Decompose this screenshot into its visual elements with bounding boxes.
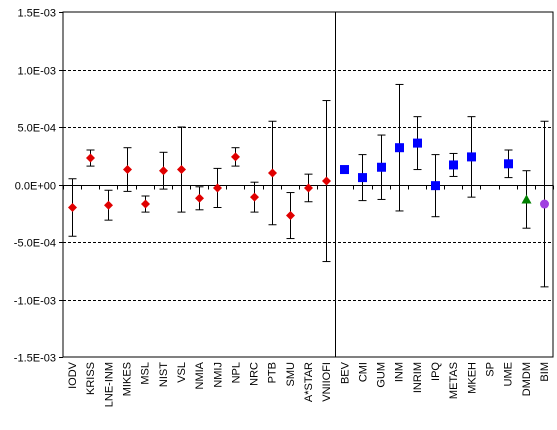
- x-tick-label: DMDM: [521, 362, 533, 396]
- y-tick-label: 1.0E-03: [17, 66, 56, 78]
- y-tick-label: 0.0E+00: [15, 181, 56, 193]
- data-point-diamond: [231, 152, 240, 162]
- data-point-circle: [540, 199, 549, 209]
- data-point-square: [377, 162, 386, 172]
- data-point-diamond: [195, 193, 204, 203]
- x-tick-label: SP: [484, 362, 496, 377]
- x-tick-label: MKEH: [466, 362, 478, 394]
- x-tick-label: A*STAR: [303, 362, 315, 402]
- data-point-diamond: [177, 165, 186, 175]
- x-tick-label: BEV: [339, 361, 351, 384]
- data-point-diamond: [286, 211, 295, 221]
- data-point-diamond: [104, 200, 113, 210]
- y-tick-label: 1.5E-03: [17, 8, 56, 20]
- x-tick-label: LNE-INM: [103, 362, 115, 407]
- x-tick-label: INRIM: [412, 362, 424, 393]
- data-point-square: [413, 138, 422, 148]
- data-point-diamond: [322, 176, 331, 186]
- x-tick-labels: IODV KRISS LNE-INM MIKES MSL NIST VSL NMIA NMIJ N…: [67, 361, 551, 407]
- data-point-square: [449, 160, 458, 170]
- data-point-square: [395, 143, 404, 153]
- plot-frame: [62, 11, 554, 358]
- x-tick-label: CMI: [357, 362, 369, 382]
- x-tick-label: BIM: [539, 362, 551, 382]
- data-point-diamond: [268, 168, 277, 178]
- y-tick-label: -1.0E-03: [14, 296, 56, 308]
- x-tick-label: VNIIOFI: [321, 362, 333, 402]
- data-point-diamond: [86, 153, 95, 163]
- x-tick-label: METAS: [448, 362, 460, 399]
- x-tick-label: KRISS: [85, 362, 97, 395]
- x-tick-label: UME: [503, 362, 515, 386]
- data-point-diamond: [68, 203, 77, 212]
- y-tick-label: -5.0E-04: [14, 238, 56, 250]
- data-point-square: [467, 152, 476, 162]
- x-tick-label: SMU: [285, 362, 297, 387]
- x-tick-label: NPL: [230, 362, 242, 383]
- y-tick-label: -1.5E-03: [14, 353, 56, 365]
- x-tick-label: NRC: [249, 362, 261, 386]
- y-tick-label: 5.0E-04: [17, 123, 56, 135]
- y-tick-labels: 1.5E-03 1.0E-03 5.0E-04 0.0E+00 -5.0E-04 -1.0…: [14, 8, 56, 365]
- data-point-diamond: [250, 192, 259, 202]
- data-point-triangle: [521, 194, 532, 204]
- x-tick-label: PTB: [267, 362, 279, 383]
- data-point-square: [504, 159, 513, 169]
- data-points: [68, 138, 549, 221]
- x-tick-label: IPQ: [430, 362, 442, 381]
- x-tick-label: NMIJ: [212, 362, 224, 388]
- x-tick-label: NIST: [158, 362, 170, 387]
- x-tick-label: GUM: [376, 362, 388, 388]
- x-tick-label: MSL: [140, 362, 152, 385]
- x-tick-label: MIKES: [122, 362, 134, 396]
- data-point-diamond: [123, 165, 132, 175]
- x-tick-label: INM: [394, 362, 406, 382]
- data-point-diamond: [159, 166, 168, 176]
- axes: [59, 11, 554, 358]
- data-point-square: [431, 181, 440, 191]
- data-point-diamond: [213, 183, 222, 193]
- data-point-square: [340, 165, 349, 175]
- x-tick-label: IODV: [67, 361, 79, 389]
- data-point-diamond: [304, 183, 313, 193]
- x-tick-label: NMIA: [194, 361, 206, 389]
- x-tick-label: VSL: [176, 362, 188, 383]
- data-point-square: [358, 173, 367, 183]
- data-point-diamond: [141, 199, 150, 209]
